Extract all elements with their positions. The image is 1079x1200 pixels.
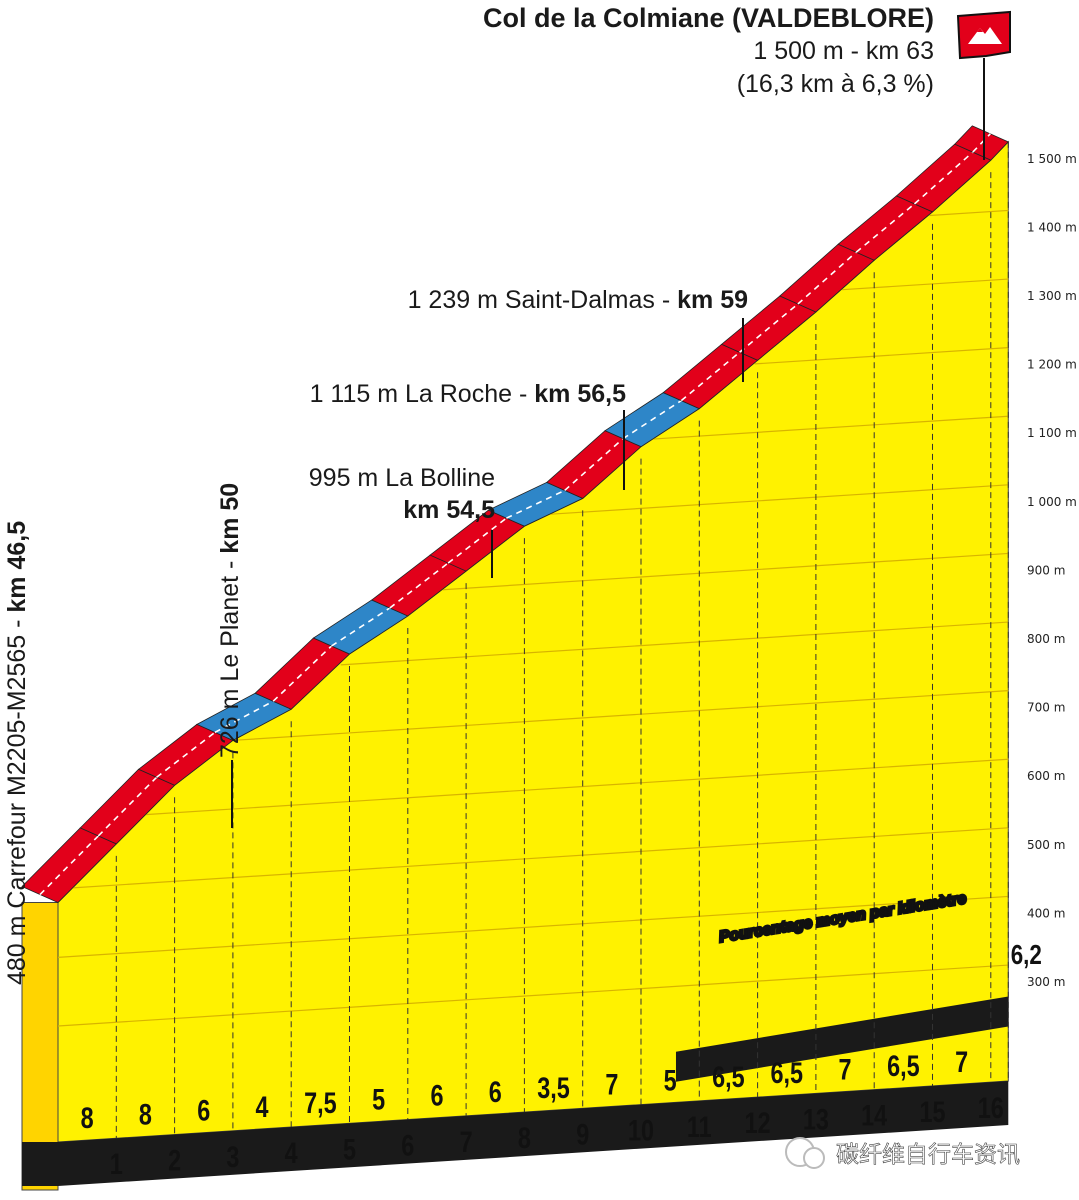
- annotation-label: 1 115 m La Roche - km 56,5: [310, 380, 627, 408]
- km-label: 15: [919, 1095, 945, 1128]
- km-label: 14: [861, 1099, 887, 1132]
- km-gradient-label: 3,5: [537, 1071, 570, 1104]
- km-gradient-label: 6: [489, 1075, 502, 1108]
- road-centerline: [214, 700, 274, 734]
- km-gradient-label: 8: [81, 1101, 94, 1134]
- y-tick-label: 1 300 m: [1027, 289, 1077, 303]
- y-tick-label: 700 m: [1027, 701, 1065, 715]
- km-label: 13: [803, 1103, 829, 1136]
- road-centerline: [972, 133, 991, 153]
- km-label: 7: [460, 1125, 473, 1158]
- y-tick-label: 300 m: [1027, 975, 1065, 989]
- km-gradient-label: 6,5: [887, 1049, 920, 1082]
- profile-road: [21, 125, 1009, 903]
- road-centerline: [564, 438, 624, 492]
- road-centerline: [156, 731, 216, 778]
- km-gradient-label: 6: [430, 1079, 443, 1112]
- watermark-text: 碳纤维自行车资讯: [836, 1142, 1020, 1168]
- y-tick-label: 1 400 m: [1027, 220, 1077, 234]
- km-gradient-label: 4: [256, 1090, 269, 1123]
- chart-grid: [57, 141, 1009, 1139]
- y-tick-label: 1 200 m: [1027, 358, 1077, 372]
- summit-stats: (16,3 km à 6,3 %): [737, 70, 934, 98]
- km-label: 4: [285, 1136, 298, 1169]
- km-label: 12: [745, 1106, 771, 1139]
- km-gradient-label: 7: [605, 1068, 618, 1101]
- final-gradient-label: 6,2: [1011, 940, 1042, 971]
- km-label: 11: [687, 1110, 712, 1143]
- watermark: 碳纤维自行车资讯: [785, 1137, 1020, 1169]
- road-centerline: [447, 517, 507, 564]
- road-centerline: [331, 607, 391, 647]
- km-label: 2: [168, 1144, 181, 1177]
- gridline-h: [72, 827, 1009, 889]
- summit-elevation: 1 500 m - km 63: [753, 37, 934, 65]
- road-centerline: [680, 351, 741, 402]
- road-centerline: [97, 776, 158, 837]
- gridline-h: [145, 758, 1009, 816]
- road-centerline: [855, 203, 916, 253]
- km-label: 8: [518, 1121, 531, 1154]
- road-centerline: [272, 645, 333, 702]
- km-gradient-label: 8: [139, 1098, 152, 1131]
- km-gradient-label: 5: [664, 1064, 677, 1097]
- annotation-label: 995 m La Bolline: [309, 464, 495, 492]
- profile-body: [21, 140, 1009, 1191]
- km-gradient-label: 6,5: [712, 1060, 745, 1093]
- gridline-h: [842, 278, 1009, 291]
- y-tick-label: 1 000 m: [1027, 495, 1077, 509]
- annotation-km: km 54,5: [403, 496, 495, 524]
- km-label: 16: [978, 1091, 1004, 1124]
- gridline-h: [442, 552, 1009, 591]
- y-tick-label: 500 m: [1027, 838, 1065, 852]
- km-gradient-label: 5: [372, 1083, 385, 1116]
- km-gradient-label: 6: [197, 1094, 210, 1127]
- annotations: 480 m Carrefour M2205-M2565 - km 46,5 726…: [3, 286, 748, 985]
- road-centerline: [797, 251, 857, 305]
- road-centerline: [39, 835, 99, 896]
- km-label: 3: [226, 1140, 239, 1173]
- gridline-h: [929, 209, 1009, 217]
- profile-upper-band: [675, 996, 1009, 1082]
- y-tick-label: 600 m: [1027, 769, 1065, 783]
- summit-label: Col de la Colmiane (VALDEBLORE) 1 500 m …: [483, 3, 934, 98]
- y-tick-label: 800 m: [1027, 632, 1065, 646]
- km-label: 6: [401, 1129, 414, 1162]
- road-centerline: [622, 399, 682, 440]
- annotation-label: 1 239 m Saint-Dalmas - km 59: [408, 286, 748, 314]
- km-label: 10: [628, 1114, 654, 1147]
- mountain-icon: [968, 27, 1002, 44]
- gridline-h: [235, 690, 1009, 741]
- summit-name: Col de la Colmiane (VALDEBLORE): [483, 3, 934, 33]
- km-gradient-label: 6,5: [770, 1056, 803, 1089]
- km-label: 5: [343, 1133, 356, 1166]
- profile-base-band: [22, 1081, 1009, 1186]
- annotation-label: 480 m Carrefour M2205-M2565 - km 46,5: [3, 521, 31, 985]
- km-gradient-label: 7,5: [304, 1086, 337, 1119]
- gridline-h: [57, 895, 1009, 958]
- road-centerline: [913, 151, 974, 205]
- y-tick-label: 1 100 m: [1027, 426, 1077, 440]
- y-tick-label: 400 m: [1027, 906, 1065, 920]
- summit-flag: [956, 10, 1011, 160]
- y-tick-label: 900 m: [1027, 563, 1065, 577]
- km-label: 1: [110, 1147, 123, 1180]
- km-label: 9: [576, 1118, 589, 1151]
- y-axis: 300 m 400 m 500 m 600 m 700 m 800 m 900 m 1 000…: [1027, 152, 1077, 989]
- annotation-label: 726 m Le Planet - km 50: [216, 483, 244, 758]
- gridline-h: [652, 415, 1009, 440]
- road-centerline: [739, 303, 799, 353]
- km-labels: 1 2 3 4 5 6 7 8 9 10 11 12 13 14 15 168 8 6 4 7,5 5 6 6 3,5 7 5 6,…: [81, 940, 1042, 1181]
- km-gradient-label: 7: [839, 1053, 852, 1086]
- road-centerline: [389, 562, 449, 609]
- y-tick-label: 1 500 m: [1027, 152, 1077, 166]
- gridline-h: [340, 621, 1009, 666]
- gridline-h: [57, 964, 1009, 1027]
- km-gradient-label: 7: [955, 1045, 968, 1078]
- gridline-h: [754, 347, 1009, 365]
- profile-side-face: [21, 902, 59, 1191]
